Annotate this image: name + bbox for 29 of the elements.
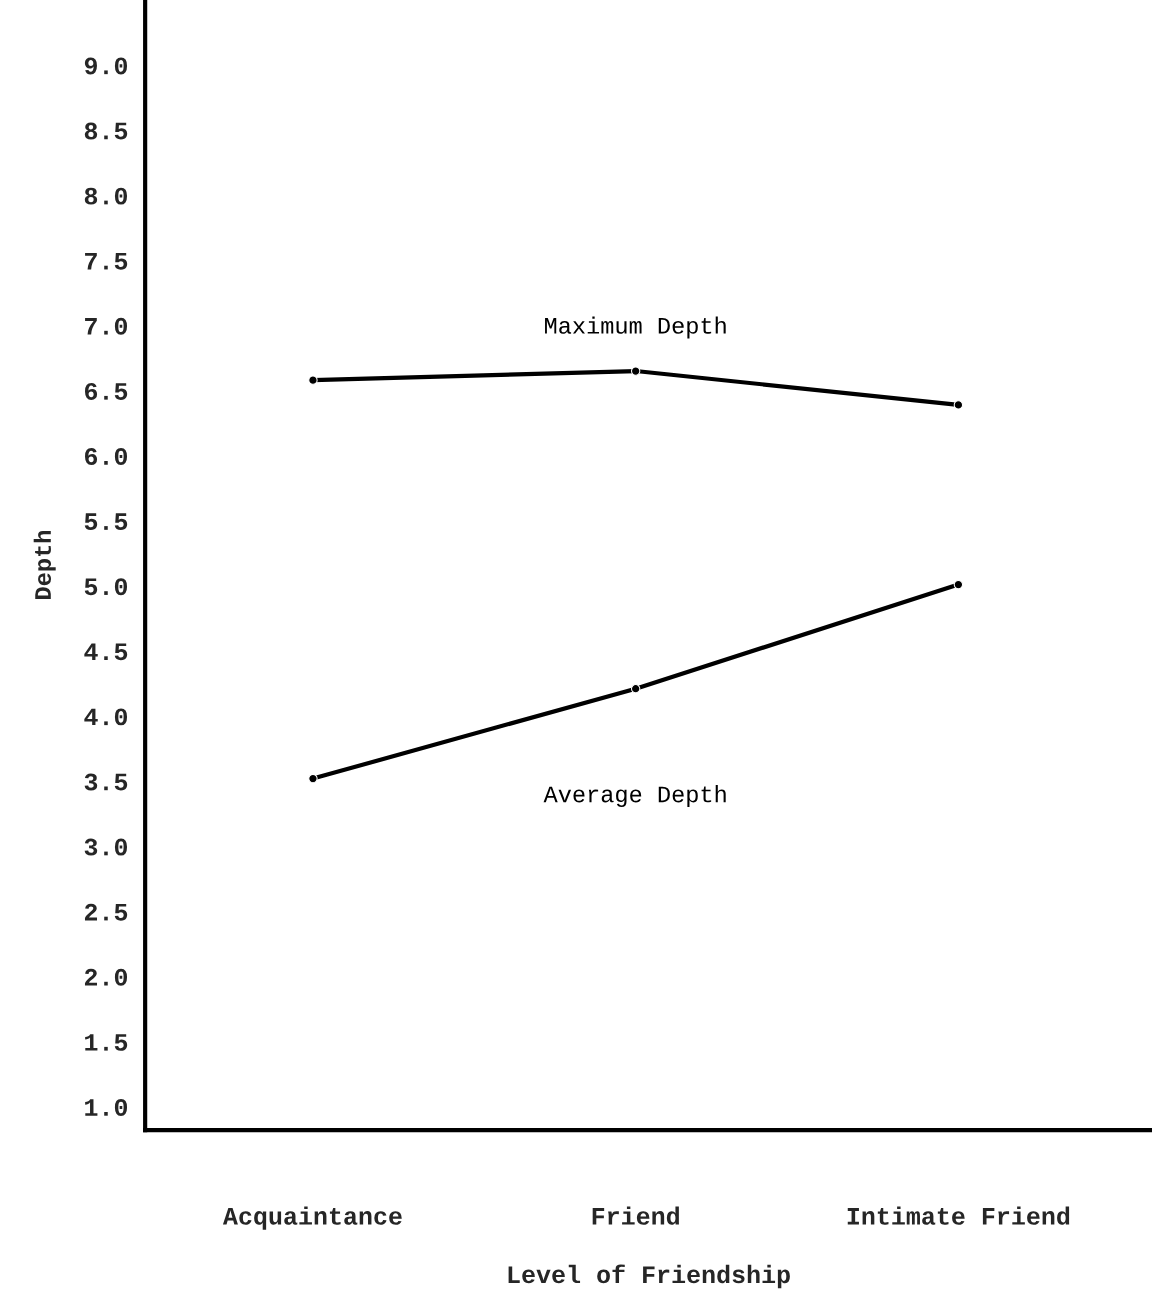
series-label: Maximum Depth [545,316,726,339]
x-tick-label: Friend [592,1206,679,1225]
point [630,366,641,376]
y-tick-label: 6.5 [85,382,128,400]
y-tick-label: 7.5 [85,252,128,270]
y-tick-label: 2.0 [84,968,128,986]
point [630,684,641,694]
x-tick-label: Acquaintance [222,1206,402,1230]
y-tick-label: 8.0 [84,187,128,205]
y-tick-label: 3.5 [84,773,128,791]
point [953,400,964,410]
y-tick-label: 1.5 [85,1034,128,1051]
x-axis-title: Level of Friendship [508,1264,790,1289]
point [953,579,964,590]
y-tick-label: 8.5 [84,122,128,140]
y-tick-label: 2.5 [84,903,128,921]
y-tick-label: 3.0 [84,838,128,856]
x-tick-label: Intimate Friend [847,1206,1070,1225]
y-tick-label: 4.0 [84,708,128,726]
y-axis-title: Depth [33,531,56,599]
y-tick-label: 1.0 [85,1098,128,1116]
y-tick-label: 5.0 [84,578,128,596]
y-tick-label: 6.0 [85,448,128,465]
point [308,375,318,385]
text: Average Depth [543,785,726,808]
y-tick-label: 5.5 [84,513,128,531]
y-tick-label: 9.0 [84,57,128,75]
y-tick-label: 7.0 [85,317,128,335]
y-tick-label: 4.5 [84,643,128,661]
